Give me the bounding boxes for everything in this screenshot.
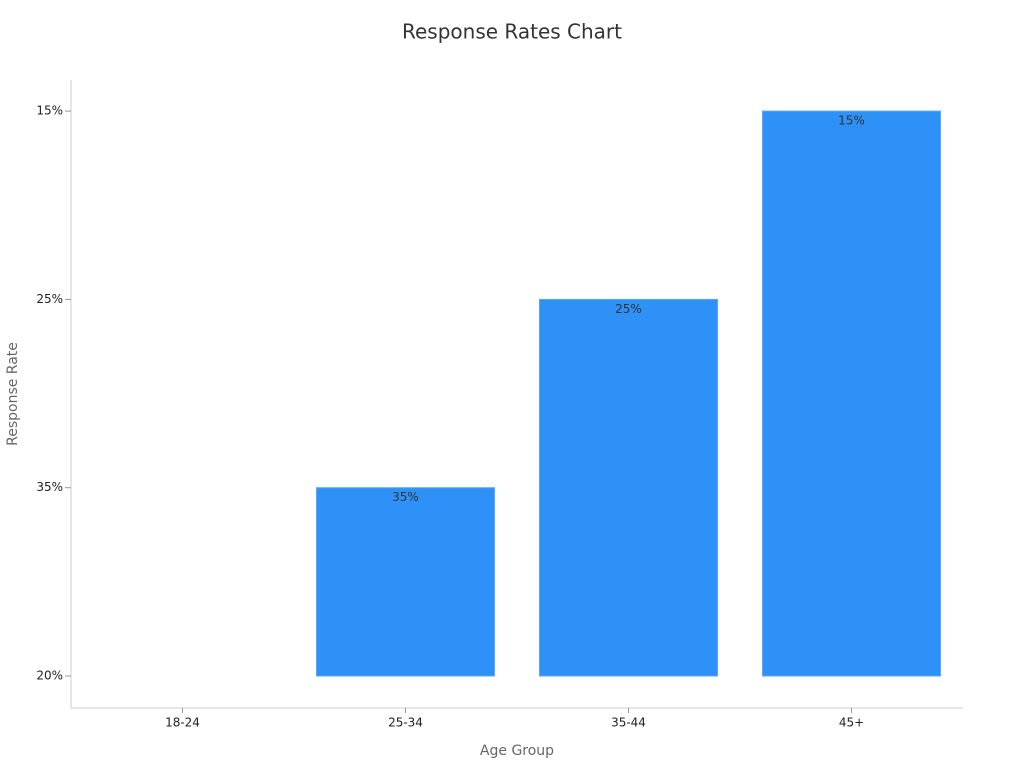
data-label: 15% bbox=[838, 114, 865, 128]
y-tick-label: 15% bbox=[36, 104, 63, 118]
bar bbox=[316, 487, 495, 677]
y-tick-label: 25% bbox=[36, 292, 63, 306]
data-label: 25% bbox=[615, 302, 642, 316]
y-axis-title: Response Rate bbox=[5, 342, 21, 446]
data-label: 35% bbox=[392, 490, 419, 504]
bar bbox=[539, 298, 718, 677]
x-tick-label: 25-34 bbox=[388, 716, 423, 730]
y-tick-label: 35% bbox=[36, 480, 63, 494]
x-tick-label: 35-44 bbox=[611, 716, 646, 730]
x-tick-label: 18-24 bbox=[165, 716, 200, 730]
bar bbox=[762, 110, 941, 677]
y-tick-label: 20% bbox=[36, 669, 63, 683]
x-axis-title: Age Group bbox=[480, 743, 554, 759]
chart-title: Response Rates Chart bbox=[402, 20, 622, 44]
x-tick-label: 45+ bbox=[839, 716, 864, 730]
